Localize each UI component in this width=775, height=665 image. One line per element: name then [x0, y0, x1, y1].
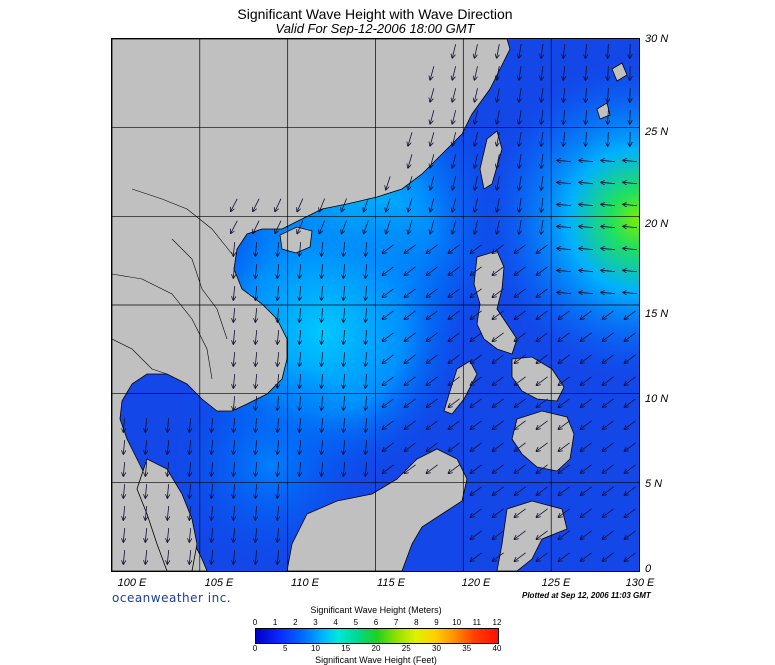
- colorbar-feet-tick: 25: [402, 644, 411, 653]
- colorbar-feet-tick: 35: [462, 644, 471, 653]
- colorbar-meter-tick: 6: [374, 618, 378, 627]
- lon-label-130e: 130 E: [626, 577, 655, 589]
- lon-label-125e: 125 E: [542, 577, 571, 589]
- lon-label-100e: 100 E: [118, 577, 147, 589]
- colorbar-meter-tick: 2: [293, 618, 297, 627]
- colorbar-feet-tick: 5: [283, 644, 287, 653]
- lat-label-10n: 10 N: [645, 393, 668, 405]
- colorbar-meter-tick: 7: [394, 618, 398, 627]
- colorbar-feet-tick: 10: [311, 644, 320, 653]
- lon-label-110e: 110 E: [291, 577, 319, 589]
- lat-label-25n: 25 N: [645, 126, 668, 138]
- lat-label-20n: 20 N: [645, 218, 668, 230]
- colorbar-meter-tick: 0: [253, 618, 257, 627]
- brand-logo-text: oceanweather inc.: [112, 591, 231, 605]
- colorbar-meter-tick: 3: [313, 618, 317, 627]
- lon-label-115e: 115 E: [377, 577, 405, 589]
- colorbar-meter-tick: 1: [273, 618, 277, 627]
- lat-label-15n: 15 N: [645, 308, 668, 320]
- lat-label-5n: 5 N: [645, 478, 662, 490]
- map-subtitle: Valid For Sep-12-2006 18:00 GMT: [0, 21, 750, 36]
- colorbar-meter-tick: 12: [493, 618, 502, 627]
- colorbar-feet-tick: 30: [432, 644, 441, 653]
- wave-map: [111, 38, 640, 572]
- lat-label-0: 0: [645, 563, 651, 575]
- colorbar-feet-tick: 20: [372, 644, 381, 653]
- lon-label-105e: 105 E: [205, 577, 234, 589]
- colorbar-meter-tick: 10: [452, 618, 461, 627]
- colorbar-meter-tick: 9: [434, 618, 438, 627]
- colorbar-meter-tick: 5: [354, 618, 358, 627]
- colorbar-meter-tick: 11: [473, 618, 481, 627]
- colorbar-feet-tick: 40: [493, 644, 502, 653]
- colorbar-title-feet: Significant Wave Height (Feet): [255, 655, 497, 665]
- lat-label-30n: 30 N: [645, 33, 668, 45]
- colorbar: [255, 628, 499, 644]
- plotted-timestamp: Plotted at Sep 12, 2006 11:03 GMT: [522, 591, 651, 600]
- colorbar-feet-tick: 0: [253, 644, 257, 653]
- colorbar-feet-tick: 15: [341, 644, 350, 653]
- map-title: Significant Wave Height with Wave Direct…: [0, 6, 750, 22]
- colorbar-meter-tick: 8: [414, 618, 418, 627]
- lon-label-120e: 120 E: [462, 577, 491, 589]
- colorbar-title-meters: Significant Wave Height (Meters): [255, 605, 497, 615]
- colorbar-meter-tick: 4: [333, 618, 337, 627]
